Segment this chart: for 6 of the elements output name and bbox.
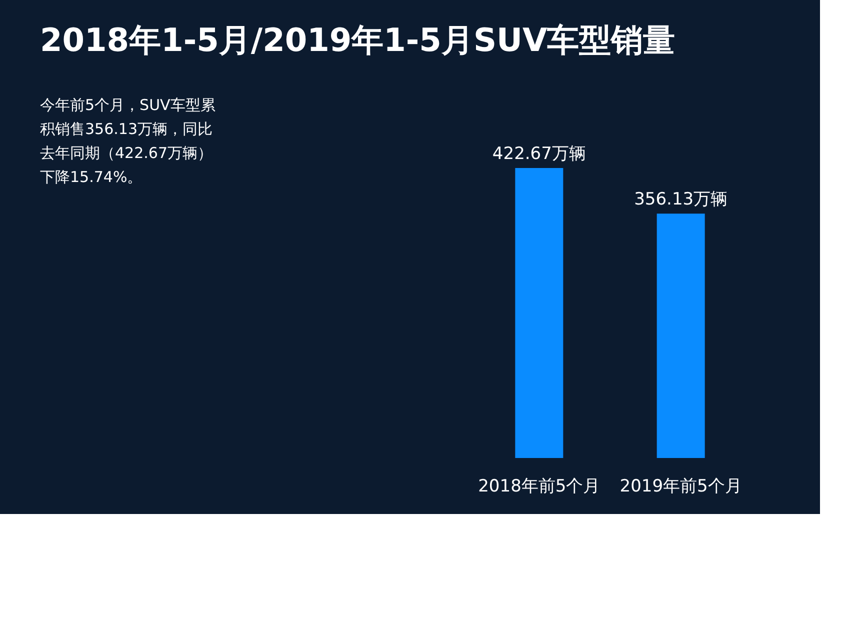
x-tick-label: 2018年前5个月 — [478, 476, 600, 496]
x-tick-label: 2019年前5个月 — [620, 476, 742, 496]
data-label: 356.13万辆 — [634, 190, 728, 210]
data-label: 422.67万辆 — [492, 144, 586, 164]
chart-title: 2018年1-5月/2019年1-5月SUV车型销量 — [40, 21, 676, 59]
text: 今年前5个月，SUV车型累积销售356.13万辆，同比去年同期（422.67万辆）下降15.74%。 — [40, 96, 216, 186]
